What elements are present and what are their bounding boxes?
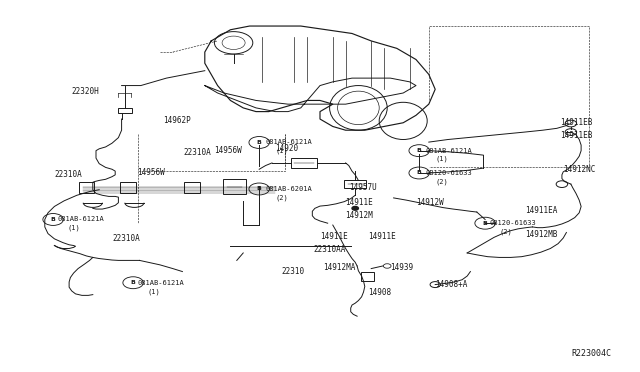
Text: 0B120-61633: 0B120-61633 <box>426 170 472 176</box>
Circle shape <box>565 120 577 127</box>
Text: 081AB-6121A: 081AB-6121A <box>266 140 312 145</box>
Text: 14911E: 14911E <box>320 232 348 241</box>
Circle shape <box>49 217 60 222</box>
Text: (1): (1) <box>147 288 160 295</box>
Circle shape <box>479 220 491 227</box>
Text: 22310A: 22310A <box>54 170 82 179</box>
Circle shape <box>409 145 429 157</box>
Text: 14911EA: 14911EA <box>525 206 557 215</box>
Text: 14912MA: 14912MA <box>323 263 356 272</box>
Circle shape <box>413 147 425 154</box>
Text: (2): (2) <box>275 194 288 201</box>
Circle shape <box>430 282 440 288</box>
Circle shape <box>128 280 138 286</box>
Circle shape <box>556 181 568 187</box>
Circle shape <box>249 137 269 148</box>
Circle shape <box>249 183 269 195</box>
FancyBboxPatch shape <box>184 182 200 193</box>
Text: 22320H: 22320H <box>72 87 99 96</box>
Text: 14956W: 14956W <box>214 146 242 155</box>
Text: 14957U: 14957U <box>349 183 376 192</box>
Circle shape <box>413 170 425 176</box>
Text: B: B <box>257 140 262 145</box>
Text: B: B <box>257 186 262 192</box>
Circle shape <box>254 186 264 192</box>
Text: 081AB-6121A: 081AB-6121A <box>426 148 472 154</box>
FancyBboxPatch shape <box>120 182 136 193</box>
Circle shape <box>352 206 358 210</box>
Text: 14911EB: 14911EB <box>560 118 593 127</box>
FancyBboxPatch shape <box>223 179 246 194</box>
Text: (1): (1) <box>275 148 288 154</box>
Text: 14911E: 14911E <box>346 198 373 207</box>
Text: B: B <box>483 221 488 226</box>
Text: 14920: 14920 <box>275 144 298 153</box>
Text: (1): (1) <box>435 156 448 163</box>
Text: B: B <box>417 148 422 153</box>
Text: 14962P: 14962P <box>163 116 191 125</box>
Circle shape <box>565 129 577 135</box>
Circle shape <box>43 214 63 225</box>
FancyBboxPatch shape <box>118 108 132 113</box>
Circle shape <box>123 277 143 289</box>
Text: 22310: 22310 <box>282 267 305 276</box>
Text: (2): (2) <box>499 228 512 235</box>
Text: 14912NC: 14912NC <box>563 165 596 174</box>
FancyBboxPatch shape <box>344 180 366 188</box>
Text: 22310AA: 22310AA <box>314 245 346 254</box>
Text: 14912MB: 14912MB <box>525 230 557 239</box>
Circle shape <box>383 264 391 268</box>
Text: B: B <box>131 280 136 285</box>
Circle shape <box>475 217 495 229</box>
Text: 14956W: 14956W <box>138 169 165 177</box>
Text: 14908+A: 14908+A <box>435 280 468 289</box>
Text: 14911EB: 14911EB <box>560 131 593 140</box>
Text: 22310A: 22310A <box>112 234 140 243</box>
Text: (1): (1) <box>67 225 80 231</box>
Text: 14939: 14939 <box>390 263 413 272</box>
FancyBboxPatch shape <box>361 272 374 281</box>
Circle shape <box>254 140 264 145</box>
Text: 081AB-6201A: 081AB-6201A <box>266 186 312 192</box>
Text: 081AB-6121A: 081AB-6121A <box>138 280 184 286</box>
FancyBboxPatch shape <box>79 182 94 193</box>
Text: B: B <box>51 217 56 222</box>
Text: R223004C: R223004C <box>571 349 611 358</box>
Text: 14912M: 14912M <box>346 211 373 220</box>
Circle shape <box>409 167 429 179</box>
FancyBboxPatch shape <box>291 158 317 168</box>
Text: 081AB-6121A: 081AB-6121A <box>58 217 104 222</box>
Text: B: B <box>417 170 422 176</box>
Text: 14908: 14908 <box>368 288 391 296</box>
Text: 0B120-61633: 0B120-61633 <box>490 220 536 226</box>
Text: 14912W: 14912W <box>416 198 444 207</box>
Text: 14911E: 14911E <box>368 232 396 241</box>
Text: 22310A: 22310A <box>184 148 211 157</box>
Text: (2): (2) <box>435 178 448 185</box>
